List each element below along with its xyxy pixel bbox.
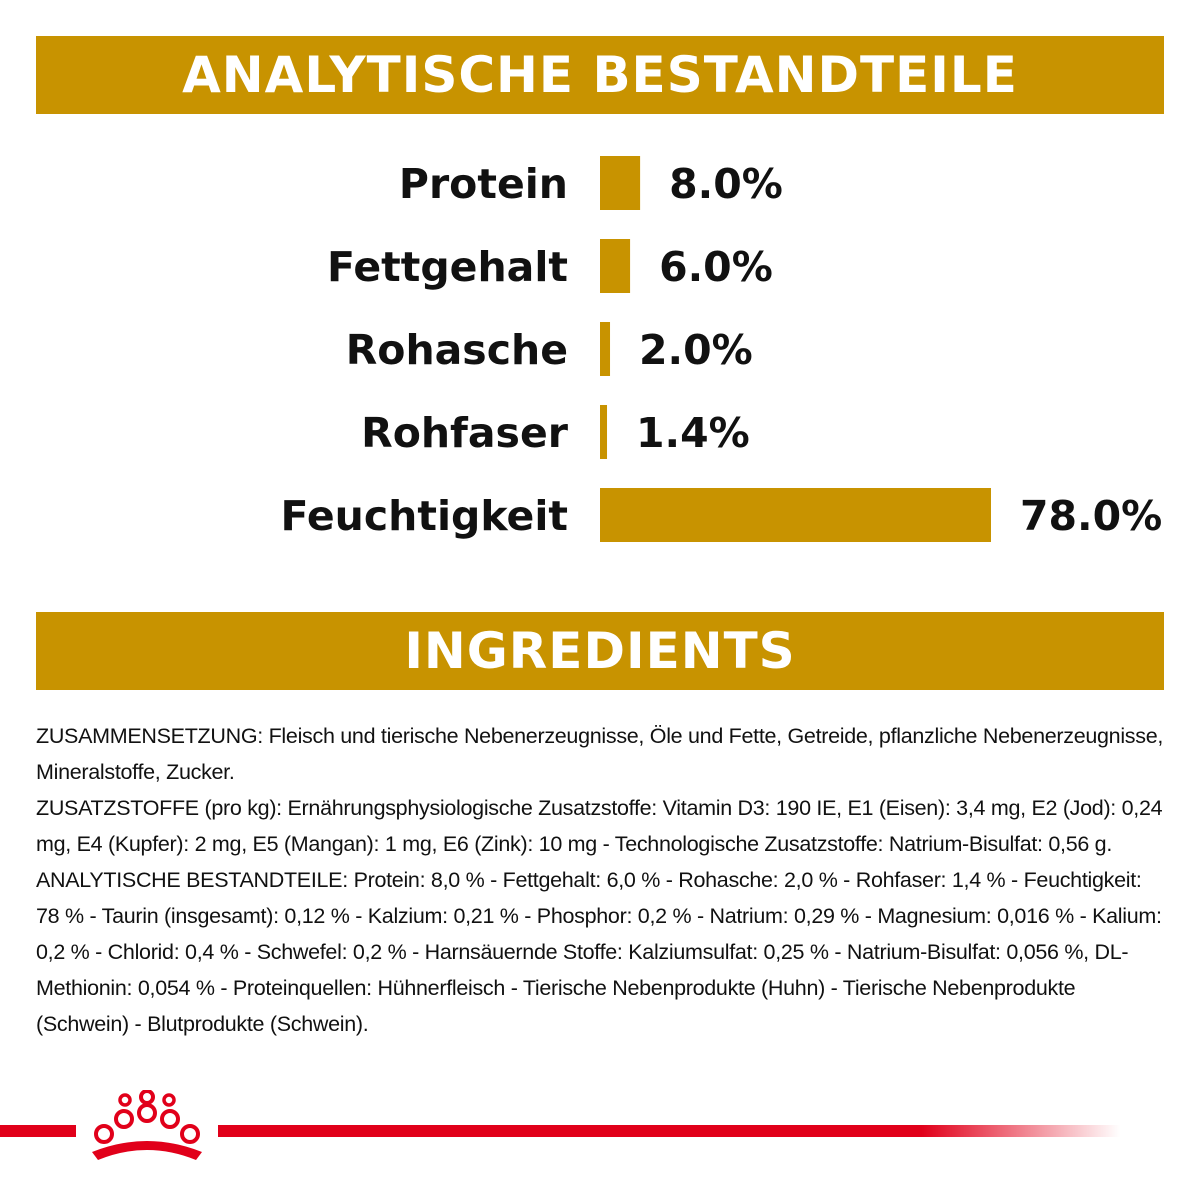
category-label: Feuchtigkeit [281,492,568,540]
bar-protein [600,156,641,210]
bar-feuchtigkeit [600,488,991,542]
footer-line-right [218,1125,1120,1137]
nutrient-bar-chart: Protein 8.0% Fettgehalt 6.0% Rohasche 2.0% Roh… [281,156,1162,542]
category-label: Rohfaser [361,409,569,457]
value-label: 6.0% [659,243,773,291]
bar-fettgehalt [600,239,631,293]
ingredients-title: INGREDIENTS [404,622,796,680]
value-label: 2.0% [639,326,753,374]
ingredients-composition: ZUSAMMENSETZUNG: Fleisch und tierische N… [36,724,1164,784]
category-label: Protein [399,160,568,208]
footer [0,1090,1120,1160]
category-label: Fettgehalt [327,243,568,291]
footer-line-left [0,1125,76,1137]
value-label: 1.4% [636,409,750,457]
category-label: Rohasche [346,326,568,374]
ingredients-banner: INGREDIENTS [36,612,1164,690]
value-label: 8.0% [669,160,783,208]
value-label: 78.0% [1020,492,1162,540]
analysis-banner: ANALYTISCHE BESTANDTEILE [36,36,1164,114]
bar-rohasche [600,322,611,376]
ingredients-analysis: ANALYTISCHE BESTANDTEILE: Protein: 8,0 %… [36,868,1162,1036]
ingredients-text: ZUSAMMENSETZUNG: Fleisch und tierische N… [36,718,1166,1042]
crown-icon [92,1090,202,1160]
ingredients-additives: ZUSATZSTOFFE (pro kg): Ernährungsphysiol… [36,796,1163,856]
analysis-title: ANALYTISCHE BESTANDTEILE [182,46,1018,104]
bar-rohfaser [600,405,608,459]
